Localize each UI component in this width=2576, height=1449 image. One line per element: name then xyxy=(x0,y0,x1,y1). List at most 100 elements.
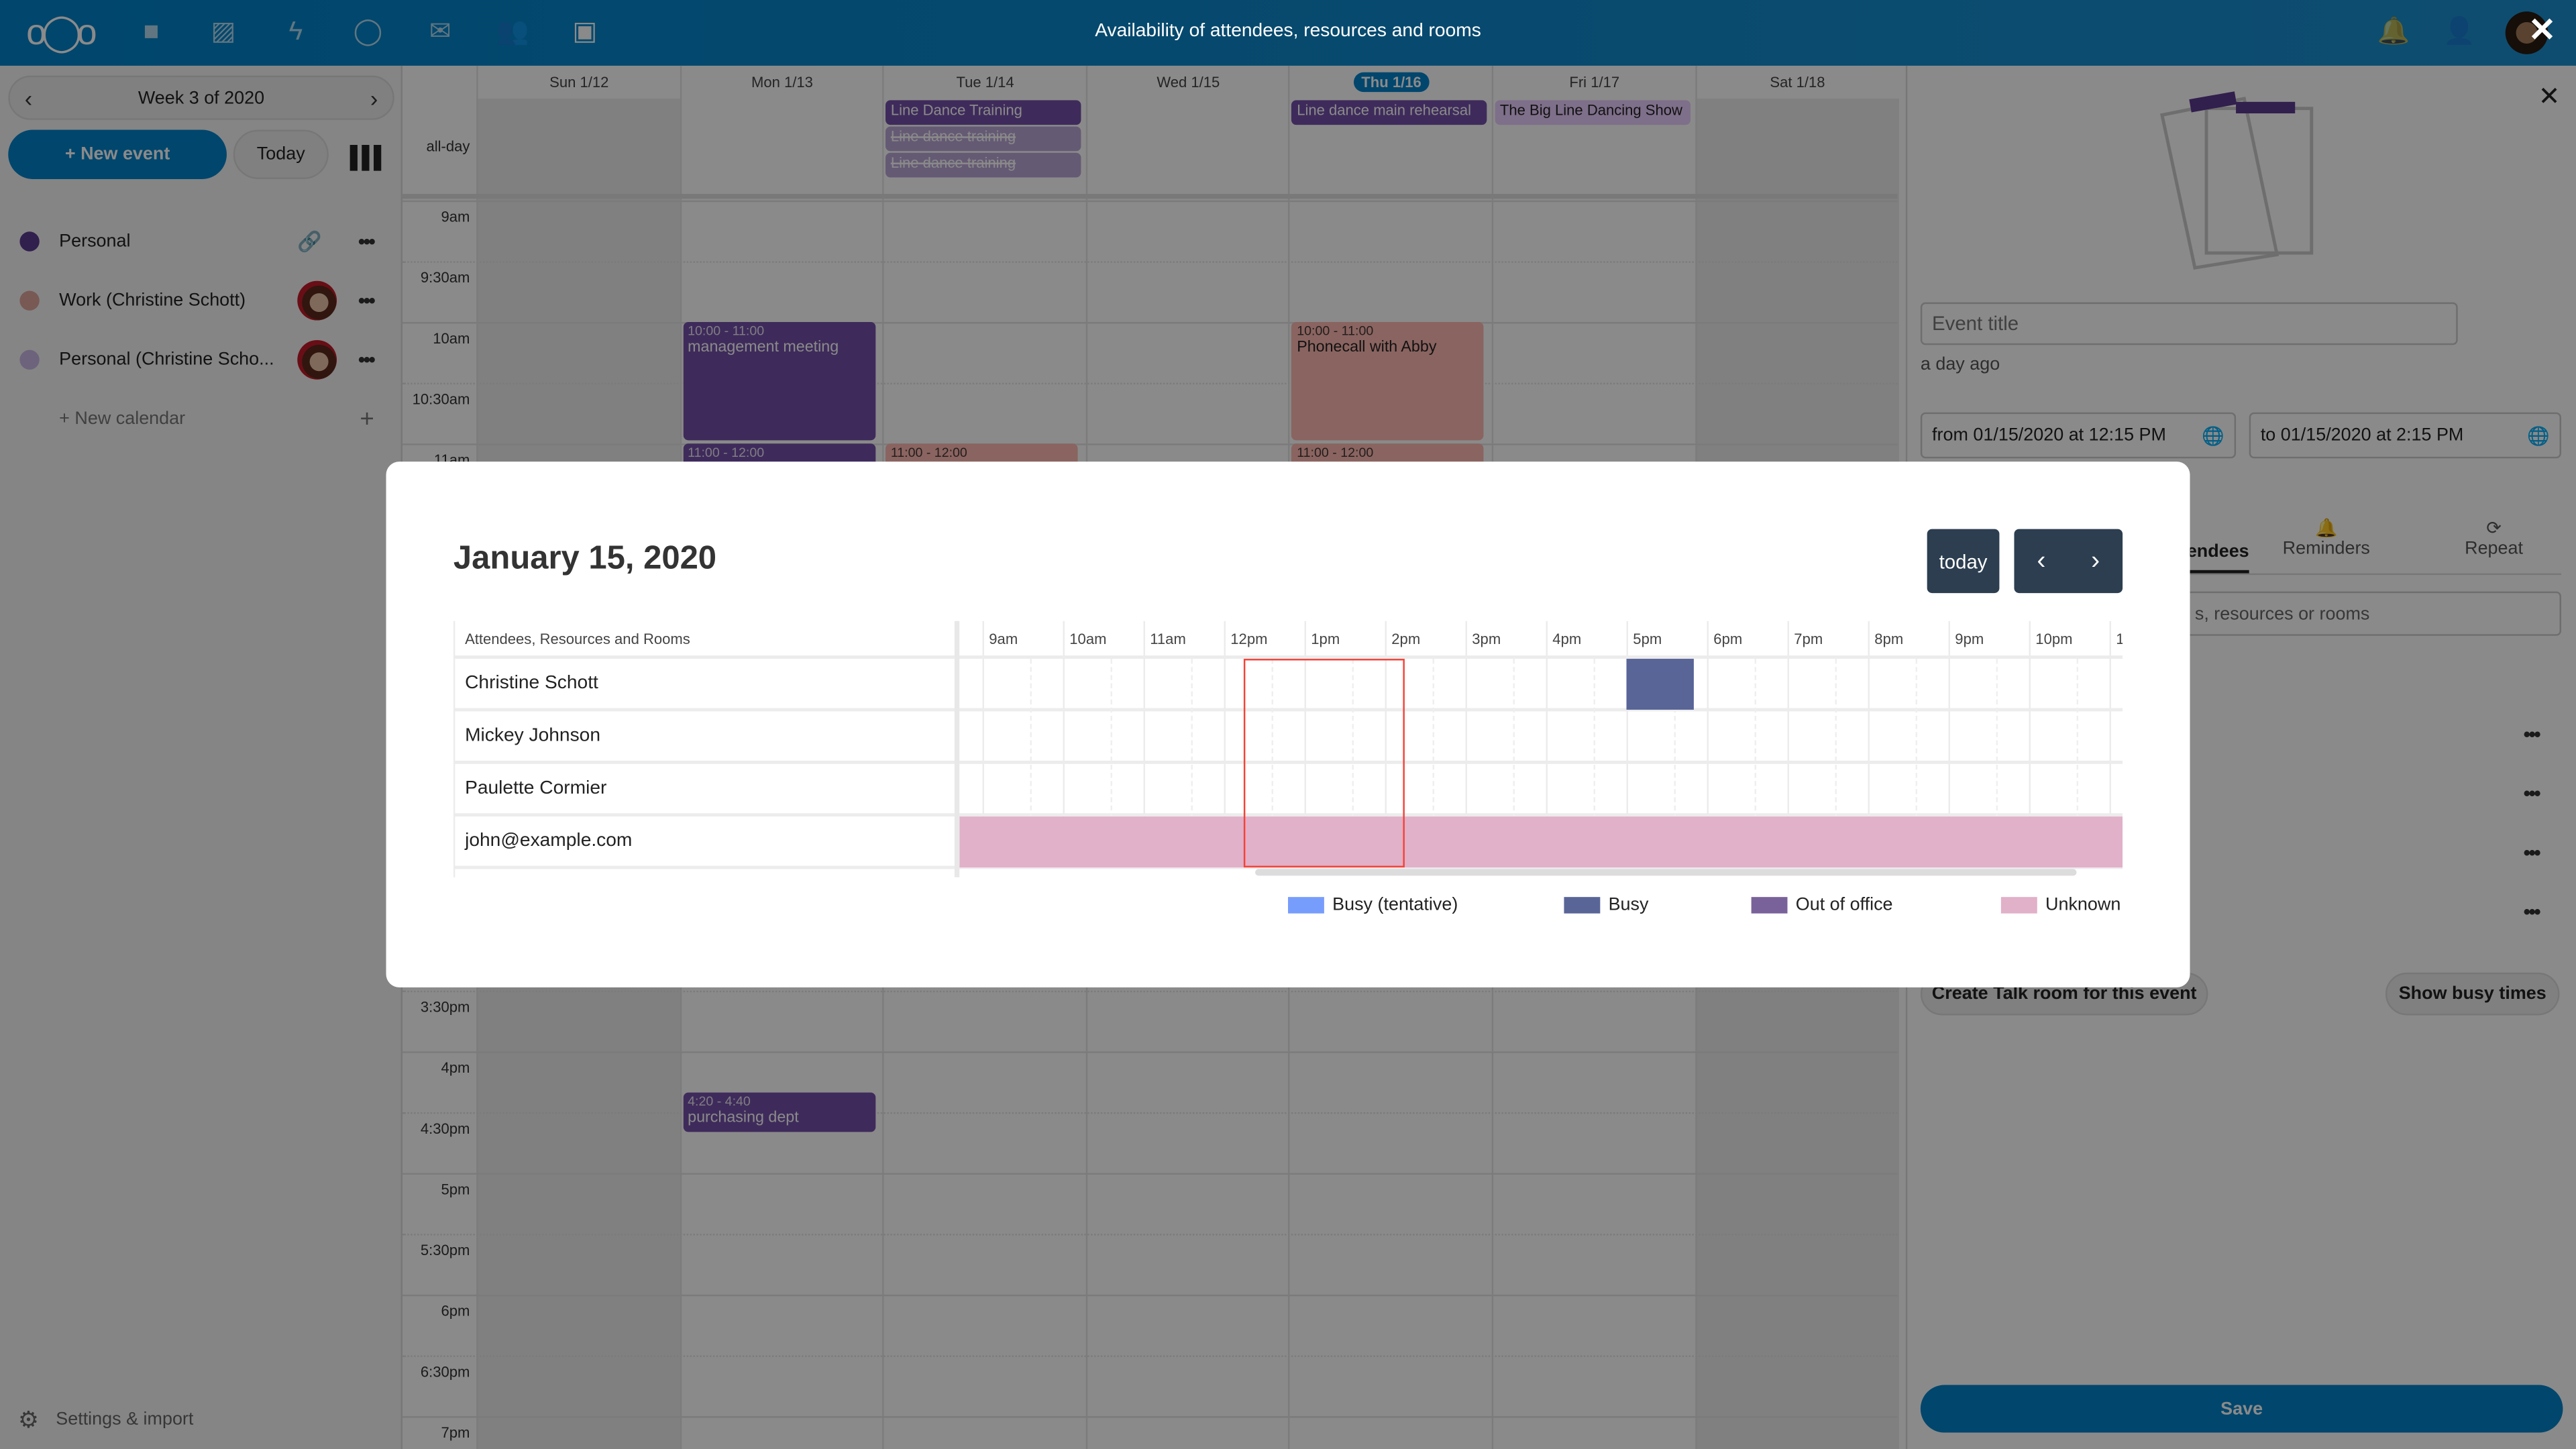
selected-time-range[interactable] xyxy=(1244,659,1405,868)
time-slot-line xyxy=(402,1112,1898,1114)
time-slot-line xyxy=(402,1416,1898,1418)
half-hour-gridline xyxy=(1996,659,1998,868)
calendar-item-personal[interactable]: Personal 🔗 ••• xyxy=(0,219,402,265)
mail-icon[interactable]: ✉ xyxy=(429,17,451,46)
more-options-icon[interactable]: ••• xyxy=(358,229,376,254)
save-button[interactable]: Save xyxy=(1920,1385,2563,1433)
column-divider[interactable] xyxy=(954,621,960,877)
next-day-icon[interactable]: › xyxy=(2091,546,2100,574)
settings-label: Settings & import xyxy=(56,1409,194,1430)
legend-swatch xyxy=(1288,897,1324,914)
time-label: 3:30pm xyxy=(420,998,470,1016)
legend-swatch xyxy=(2000,897,2037,914)
attendee-search-input[interactable]: s, resources or rooms xyxy=(2121,591,2561,636)
bell-icon: 🔔 xyxy=(2314,519,2338,539)
event-time: 4:20 - 4:40 xyxy=(688,1093,751,1109)
photos-icon[interactable]: ▨ xyxy=(211,17,236,46)
time-label: 9:30am xyxy=(420,269,470,286)
talk-icon[interactable]: ◯ xyxy=(353,17,383,46)
owner-avatar xyxy=(297,339,337,380)
day-label[interactable]: Sat 1/18 xyxy=(1770,74,1825,91)
hour-label: 1 xyxy=(2116,631,2123,647)
files-icon[interactable]: ■ xyxy=(143,17,160,46)
freebusy-table xyxy=(453,621,2123,877)
hour-gridline xyxy=(1626,621,1628,868)
settings-button[interactable]: ⚙ Settings & import xyxy=(0,1397,402,1443)
allday-event[interactable]: Line dance training xyxy=(885,126,1081,152)
day-label[interactable]: Thu 1/16 xyxy=(1353,72,1430,93)
timezone-globe-icon[interactable]: 🌐 xyxy=(2202,426,2224,446)
day-header: Fri 1/17 xyxy=(1491,65,1696,99)
previous-day-icon[interactable]: ‹ xyxy=(2037,546,2046,574)
activity-icon[interactable]: ϟ xyxy=(288,17,303,46)
time-slot-line xyxy=(402,443,1898,445)
next-week-icon[interactable]: › xyxy=(370,85,378,111)
calendar-icon[interactable]: ▣ xyxy=(572,17,598,46)
time-label: 10am xyxy=(433,330,470,347)
allday-event[interactable]: The Big Line Dancing Show xyxy=(1495,100,1691,125)
table-row: john@example.com xyxy=(453,816,2123,869)
day-label[interactable]: Wed 1/15 xyxy=(1157,74,1220,91)
day-label[interactable]: Fri 1/17 xyxy=(1569,74,1620,91)
view-switcher-icon[interactable]: ▌▌▌ xyxy=(350,144,389,170)
calendar-event[interactable]: 10:00 - 11:00 management meeting xyxy=(682,322,875,441)
show-busy-times-button[interactable]: Show busy times xyxy=(2385,972,2560,1016)
horizontal-scrollbar[interactable] xyxy=(1255,869,2077,876)
close-modal-icon[interactable]: ✕ xyxy=(2528,13,2557,50)
end-datetime-input[interactable]: to 01/15/2020 at 2:15 PM 🌐 xyxy=(2249,412,2561,459)
time-label: 6pm xyxy=(441,1303,470,1320)
column-header: Attendees, Resources and Rooms xyxy=(465,631,690,647)
new-calendar-label: + New calendar xyxy=(59,409,186,429)
allday-event[interactable]: Line Dance Training xyxy=(885,100,1081,125)
day-label[interactable]: Tue 1/14 xyxy=(956,74,1014,91)
event-time: 11:00 - 12:00 xyxy=(890,445,967,460)
nextcloud-logo[interactable]: o◯o xyxy=(26,11,97,53)
attendee-more-icon[interactable]: ••• xyxy=(2523,841,2541,865)
allday-event[interactable]: Line dance main rehearsal xyxy=(1291,100,1488,125)
hour-gridline xyxy=(2029,621,2031,868)
contacts-icon[interactable]: 👥 xyxy=(496,17,529,46)
new-calendar-button[interactable]: + New calendar + xyxy=(0,396,402,442)
allday-event[interactable]: Line dance training xyxy=(885,152,1081,178)
contacts-menu-icon[interactable]: 👤 xyxy=(2443,17,2476,46)
calendar-color-dot xyxy=(19,290,40,311)
user-avatar[interactable] xyxy=(2505,11,2548,54)
calendar-event[interactable]: 4:20 - 4:40 purchasing dept xyxy=(682,1091,875,1132)
more-options-icon[interactable]: ••• xyxy=(358,289,376,313)
event-title-input[interactable]: Event title xyxy=(1920,302,2458,345)
calendar-event[interactable]: 10:00 - 11:00 Phonecall with Abby xyxy=(1291,322,1485,441)
time-label: 5pm xyxy=(441,1181,470,1198)
today-button[interactable]: Today xyxy=(233,129,329,179)
close-icon[interactable]: ✕ xyxy=(2538,83,2561,112)
event-title: purchasing dept xyxy=(688,1108,799,1127)
event-time: 10:00 - 11:00 xyxy=(688,323,765,339)
today-button[interactable]: today xyxy=(1927,529,2000,594)
calendar-item-personal-shared[interactable]: Personal (Christine Scho... ••• xyxy=(0,337,402,383)
hour-label: 8pm xyxy=(1874,631,1904,647)
event-title: Phonecall with Abby xyxy=(1297,338,1437,357)
tab-repeat[interactable]: ⟳ Repeat xyxy=(2428,517,2560,559)
legend-item: Unknown xyxy=(2000,896,2121,915)
share-link-icon[interactable]: 🔗 xyxy=(297,229,322,254)
hour-label: 12pm xyxy=(1230,631,1268,647)
attendee-more-icon[interactable]: ••• xyxy=(2523,722,2541,746)
previous-week-icon[interactable]: ‹ xyxy=(24,85,33,111)
more-options-icon[interactable]: ••• xyxy=(358,348,376,372)
day-label[interactable]: Sun 1/12 xyxy=(549,74,609,91)
notifications-bell-icon[interactable]: 🔔 xyxy=(2377,17,2410,46)
week-label[interactable]: Week 3 of 2020 xyxy=(138,88,265,108)
plus-icon[interactable]: + xyxy=(360,405,374,433)
attendee-more-icon[interactable]: ••• xyxy=(2523,900,2541,924)
time-label: 4pm xyxy=(441,1059,470,1077)
start-datetime-input[interactable]: from 01/15/2020 at 12:15 PM 🌐 xyxy=(1920,412,2237,459)
hour-gridline xyxy=(1143,621,1145,868)
tab-reminders[interactable]: 🔔 Reminders xyxy=(2261,517,2392,559)
half-hour-gridline xyxy=(1271,659,1273,868)
modal-header-title: Availability of attendees, resources and… xyxy=(1095,21,1481,42)
calendar-item-work[interactable]: Work (Christine Schott) ••• xyxy=(0,278,402,324)
day-label[interactable]: Mon 1/13 xyxy=(751,74,813,91)
timezone-globe-icon[interactable]: 🌐 xyxy=(2527,426,2550,446)
attendee-more-icon[interactable]: ••• xyxy=(2523,782,2541,806)
hour-label: 2pm xyxy=(1391,631,1421,647)
new-event-button[interactable]: + New event xyxy=(8,129,227,179)
